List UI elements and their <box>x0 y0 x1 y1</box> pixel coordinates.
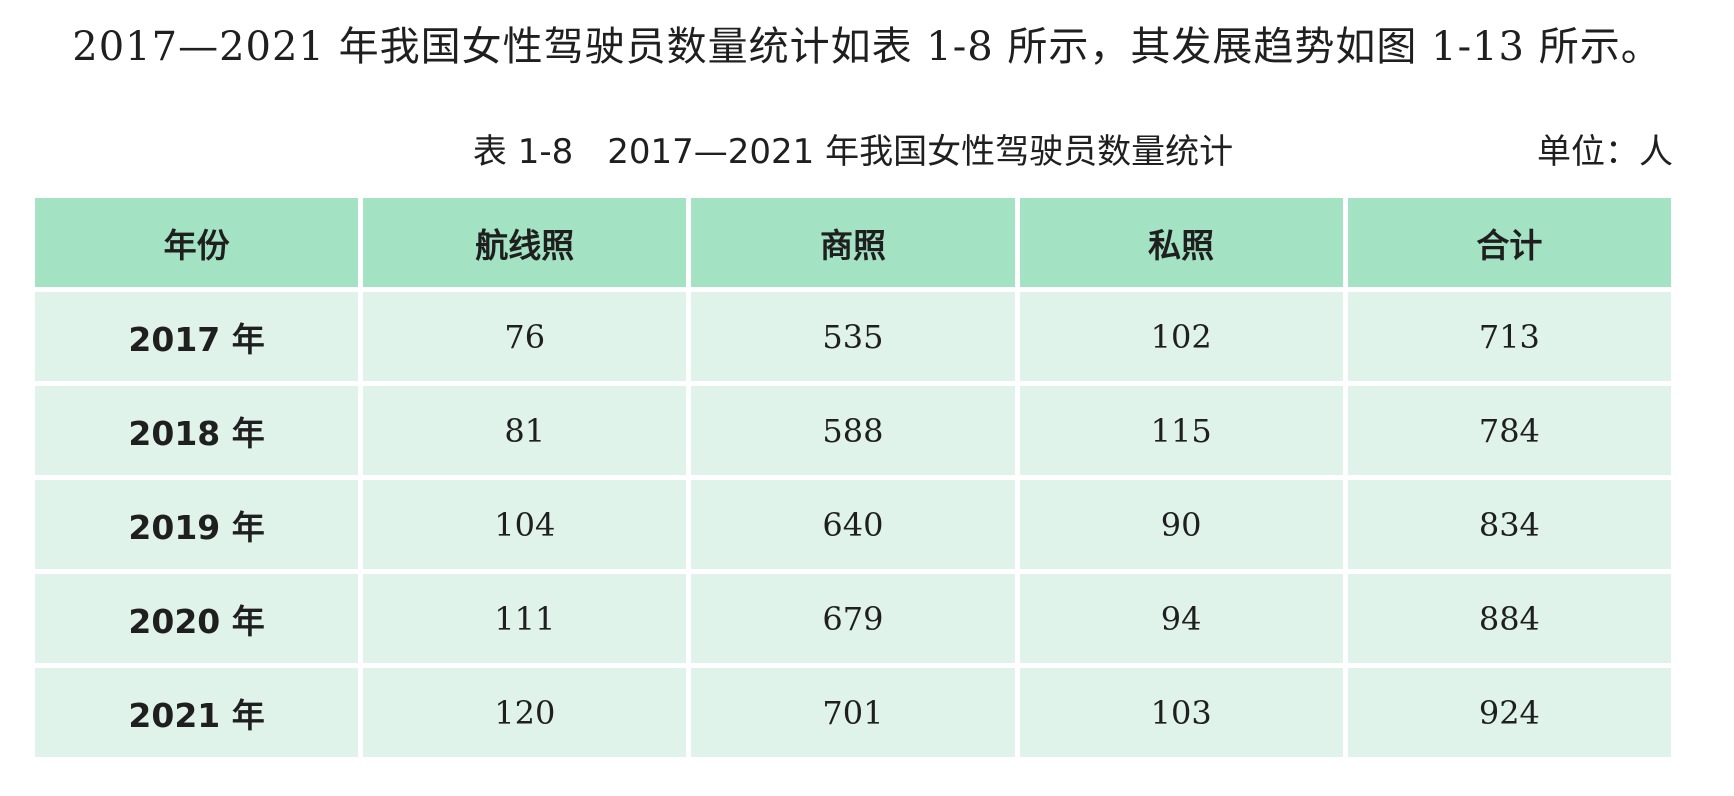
header-private-license: 私照 <box>1019 198 1343 287</box>
cell-year: 2018 年 <box>35 386 359 475</box>
cell-airline: 76 <box>363 292 687 381</box>
cell-commercial: 640 <box>691 480 1015 569</box>
cell-private: 115 <box>1019 386 1343 475</box>
cell-airline: 120 <box>363 668 687 757</box>
cell-year: 2020 年 <box>35 574 359 663</box>
cell-total: 713 <box>1347 292 1671 381</box>
cell-commercial: 535 <box>691 292 1015 381</box>
cell-commercial: 588 <box>691 386 1015 475</box>
cell-commercial: 679 <box>691 574 1015 663</box>
cell-private: 102 <box>1019 292 1343 381</box>
cell-year: 2019 年 <box>35 480 359 569</box>
table-header-row: 年份 航线照 商照 私照 合计 <box>35 198 1671 287</box>
cell-total: 834 <box>1347 480 1671 569</box>
cell-commercial: 701 <box>691 668 1015 757</box>
table-row: 2019 年 104 640 90 834 <box>35 480 1671 569</box>
header-total: 合计 <box>1347 198 1671 287</box>
table-caption-row: 表 1-8 2017—2021 年我国女性驾驶员数量统计 单位：人 <box>33 124 1673 172</box>
cell-private: 94 <box>1019 574 1343 663</box>
table-unit: 单位：人 <box>1537 132 1673 172</box>
cell-private: 103 <box>1019 668 1343 757</box>
cell-total: 884 <box>1347 574 1671 663</box>
table-caption: 表 1-8 2017—2021 年我国女性驾驶员数量统计 <box>472 132 1234 172</box>
table-row: 2017 年 76 535 102 713 <box>35 292 1671 381</box>
cell-airline: 81 <box>363 386 687 475</box>
cell-airline: 104 <box>363 480 687 569</box>
header-airline-license: 航线照 <box>363 198 687 287</box>
header-year: 年份 <box>35 198 359 287</box>
cell-airline: 111 <box>363 574 687 663</box>
table-row: 2021 年 120 701 103 924 <box>35 668 1671 757</box>
cell-total: 784 <box>1347 386 1671 475</box>
cell-private: 90 <box>1019 480 1343 569</box>
intro-paragraph: 2017—2021 年我国女性驾驶员数量统计如表 1-8 所示，其发展趋势如图 … <box>72 24 1662 70</box>
cell-total: 924 <box>1347 668 1671 757</box>
cell-year: 2017 年 <box>35 292 359 381</box>
header-commercial-license: 商照 <box>691 198 1015 287</box>
table-row: 2018 年 81 588 115 784 <box>35 386 1671 475</box>
cell-year: 2021 年 <box>35 668 359 757</box>
data-table: 年份 航线照 商照 私照 合计 2017 年 76 535 102 713 20… <box>30 193 1676 762</box>
table-row: 2020 年 111 679 94 884 <box>35 574 1671 663</box>
